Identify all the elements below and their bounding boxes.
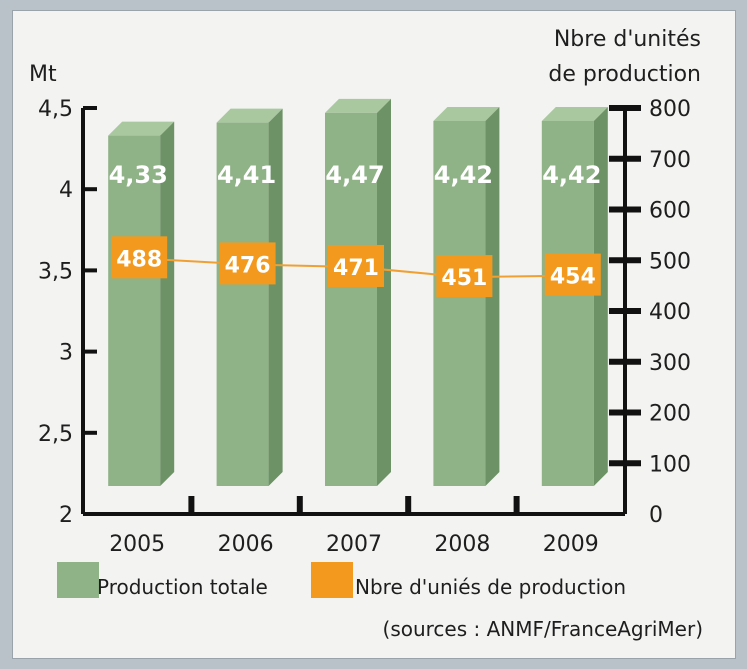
bar-top-face	[541, 106, 608, 121]
x-tick-label: 2006	[218, 532, 274, 557]
right-tick-label: 100	[649, 452, 691, 477]
bar-front-face	[433, 120, 486, 486]
bar-top-face	[108, 121, 175, 136]
unit-value-label: 476	[225, 253, 271, 278]
bar-top-face	[433, 106, 500, 121]
bar-front-face	[216, 122, 269, 486]
unit-value-box	[328, 244, 384, 287]
bar-front-face	[325, 112, 377, 486]
left-tick-label: 2,5	[38, 422, 73, 447]
unit-value-box	[111, 236, 168, 279]
unit-value-box	[219, 242, 276, 285]
x-tick-label: 2007	[326, 532, 382, 557]
bar-side-face	[160, 121, 175, 486]
unit-value-label: 454	[550, 265, 596, 290]
right-tick-label: 300	[649, 351, 691, 376]
left-tick-label: 4	[59, 178, 73, 203]
unit-point-2009: 454	[544, 253, 601, 296]
bar-2005: 4,33	[108, 121, 175, 486]
right-tick-label: 200	[649, 402, 691, 427]
bar-value-label: 4,42	[542, 161, 601, 189]
chart: 4,33 4,41 4,47 4,42 4,42 488 476 471 451 454 2 2,…	[29, 27, 703, 641]
legend-label-units: Nbre d'uniés de production	[355, 575, 626, 599]
unit-value-label: 488	[116, 247, 162, 272]
bars-layer: 4,33 4,41 4,47 4,42 4,42	[108, 98, 608, 486]
x-tick-label: 2005	[109, 532, 165, 557]
right-axis-title-line2: de production	[548, 62, 701, 87]
units-line-layer: 488 476 471 451 454	[111, 236, 601, 298]
bar-value-label: 4,42	[434, 161, 493, 189]
bar-2008: 4,42	[433, 106, 500, 486]
legend-label-production: Production totale	[97, 575, 268, 599]
unit-point-2006: 476	[219, 242, 276, 285]
unit-value-label: 471	[333, 256, 379, 281]
unit-value-box	[436, 255, 493, 298]
bar-top-face	[325, 98, 391, 113]
bar-side-face	[377, 98, 391, 486]
right-axis-title-line1: Nbre d'unités	[554, 27, 701, 52]
bar-2009: 4,42	[541, 106, 608, 486]
bar-front-face	[541, 120, 594, 486]
unit-point-2005: 488	[111, 236, 168, 279]
left-axis-title: Mt	[29, 62, 57, 87]
unit-point-2007: 471	[328, 244, 384, 287]
legend-swatch-production	[57, 562, 99, 598]
x-tick-label: 2009	[543, 532, 599, 557]
unit-point-2008: 451	[436, 255, 493, 298]
bar-2006: 4,41	[216, 108, 283, 486]
x-tick-label: 2008	[434, 532, 490, 557]
right-tick-label: 800	[649, 97, 691, 122]
right-tick-label: 600	[649, 199, 691, 224]
right-tick-label: 700	[649, 148, 691, 173]
bar-value-label: 4,33	[109, 161, 168, 189]
bar-front-face	[108, 135, 161, 486]
legend-swatch-units	[311, 562, 353, 598]
right-tick-label: 500	[649, 249, 691, 274]
left-tick-label: 4,5	[38, 97, 73, 122]
bar-top-face	[216, 108, 283, 123]
bar-value-label: 4,47	[325, 161, 384, 189]
left-tick-label: 2	[59, 503, 73, 528]
bar-side-face	[593, 106, 608, 486]
right-tick-label: 0	[649, 503, 663, 528]
bar-2007: 4,47	[325, 98, 391, 486]
unit-value-box	[544, 253, 601, 296]
left-tick-label: 3,5	[38, 259, 73, 284]
bar-value-label: 4,41	[217, 161, 276, 189]
unit-value-label: 451	[441, 266, 487, 291]
bar-side-face	[268, 108, 283, 486]
chart-frame: 4,33 4,41 4,47 4,42 4,42 488 476 471 451 454 2 2,…	[12, 10, 736, 659]
source-note: (sources : ANMF/FranceAgriMer)	[383, 617, 703, 641]
left-tick-label: 3	[59, 341, 73, 366]
axes-layer: 2 2,5 3 3,5 4 4,5 0 100 200 300 400 500 600 700 800 200…	[38, 97, 691, 557]
right-tick-label: 400	[649, 300, 691, 325]
